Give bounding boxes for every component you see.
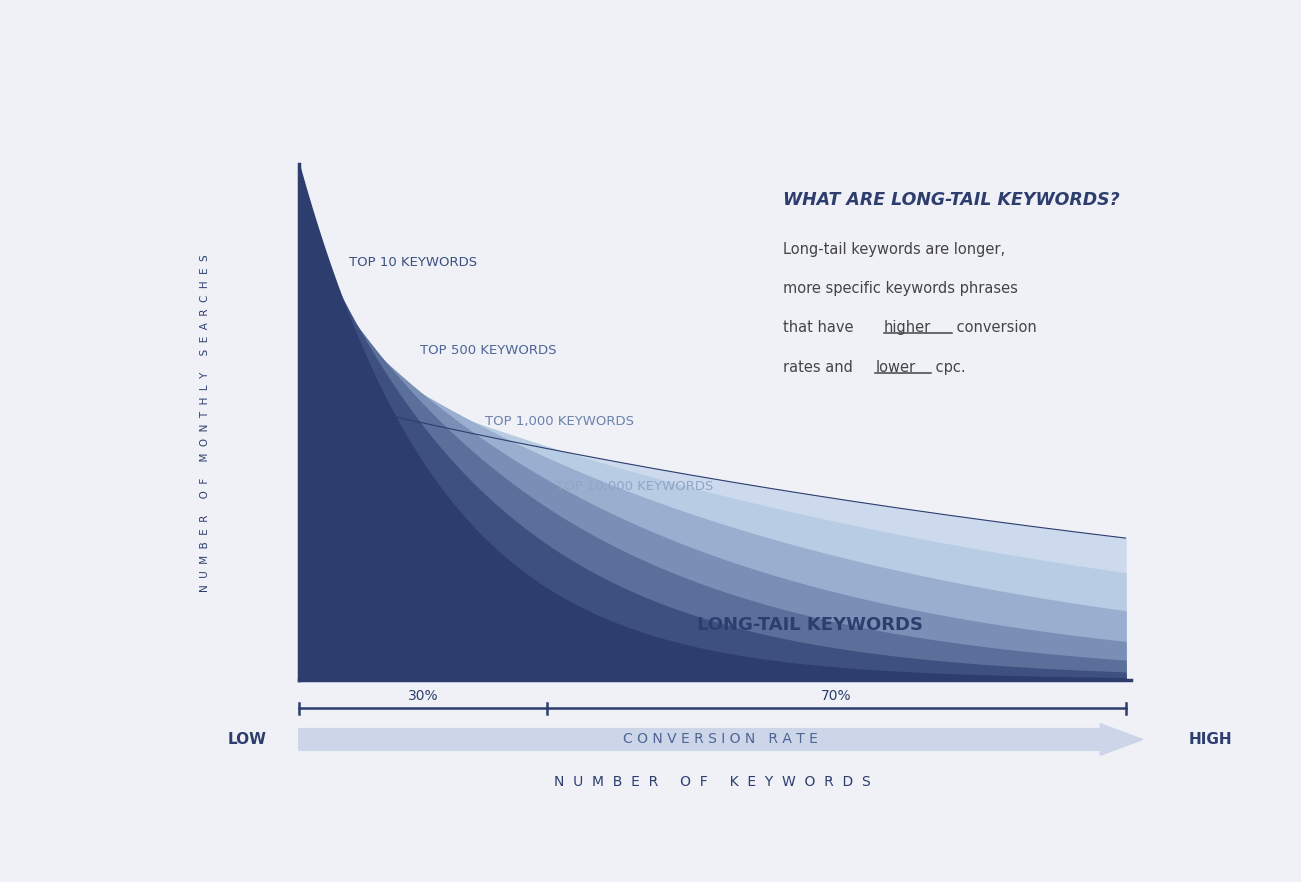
Text: TOP 10,000 KEYWORDS: TOP 10,000 KEYWORDS: [556, 480, 713, 493]
Text: TOP 10 KEYWORDS: TOP 10 KEYWORDS: [349, 256, 477, 268]
Text: TOP 1,000 KEYWORDS: TOP 1,000 KEYWORDS: [485, 415, 635, 428]
Text: rates and: rates and: [783, 360, 857, 375]
Text: 30%: 30%: [407, 690, 438, 704]
Text: higher: higher: [883, 320, 930, 335]
Text: Long-tail keywords are longer,: Long-tail keywords are longer,: [783, 242, 1004, 257]
Text: LOW: LOW: [228, 732, 267, 747]
Text: HIGH: HIGH: [1189, 732, 1232, 747]
Text: 70%: 70%: [821, 690, 851, 704]
Text: C O N V E R S I O N   R A T E: C O N V E R S I O N R A T E: [623, 732, 818, 746]
Text: lower: lower: [876, 360, 916, 375]
Text: N  U  M  B  E  R     O  F     K  E  Y  W  O  R  D  S: N U M B E R O F K E Y W O R D S: [554, 774, 870, 789]
Text: WHAT ARE LONG-TAIL KEYWORDS?: WHAT ARE LONG-TAIL KEYWORDS?: [783, 191, 1119, 209]
FancyArrow shape: [299, 724, 1142, 755]
Text: TOP 500 KEYWORDS: TOP 500 KEYWORDS: [420, 344, 557, 357]
Text: conversion: conversion: [952, 320, 1037, 335]
Text: more specific keywords phrases: more specific keywords phrases: [783, 281, 1017, 296]
Text: N  U  M  B  E  R     O  F     M  O  N  T  H  L  Y     S  E  A  R  C  H  E  S: N U M B E R O F M O N T H L Y S E A R C …: [200, 255, 209, 592]
Text: LONG-TAIL KEYWORDS: LONG-TAIL KEYWORDS: [697, 617, 922, 634]
Text: that have: that have: [783, 320, 857, 335]
Text: cpc.: cpc.: [932, 360, 965, 375]
